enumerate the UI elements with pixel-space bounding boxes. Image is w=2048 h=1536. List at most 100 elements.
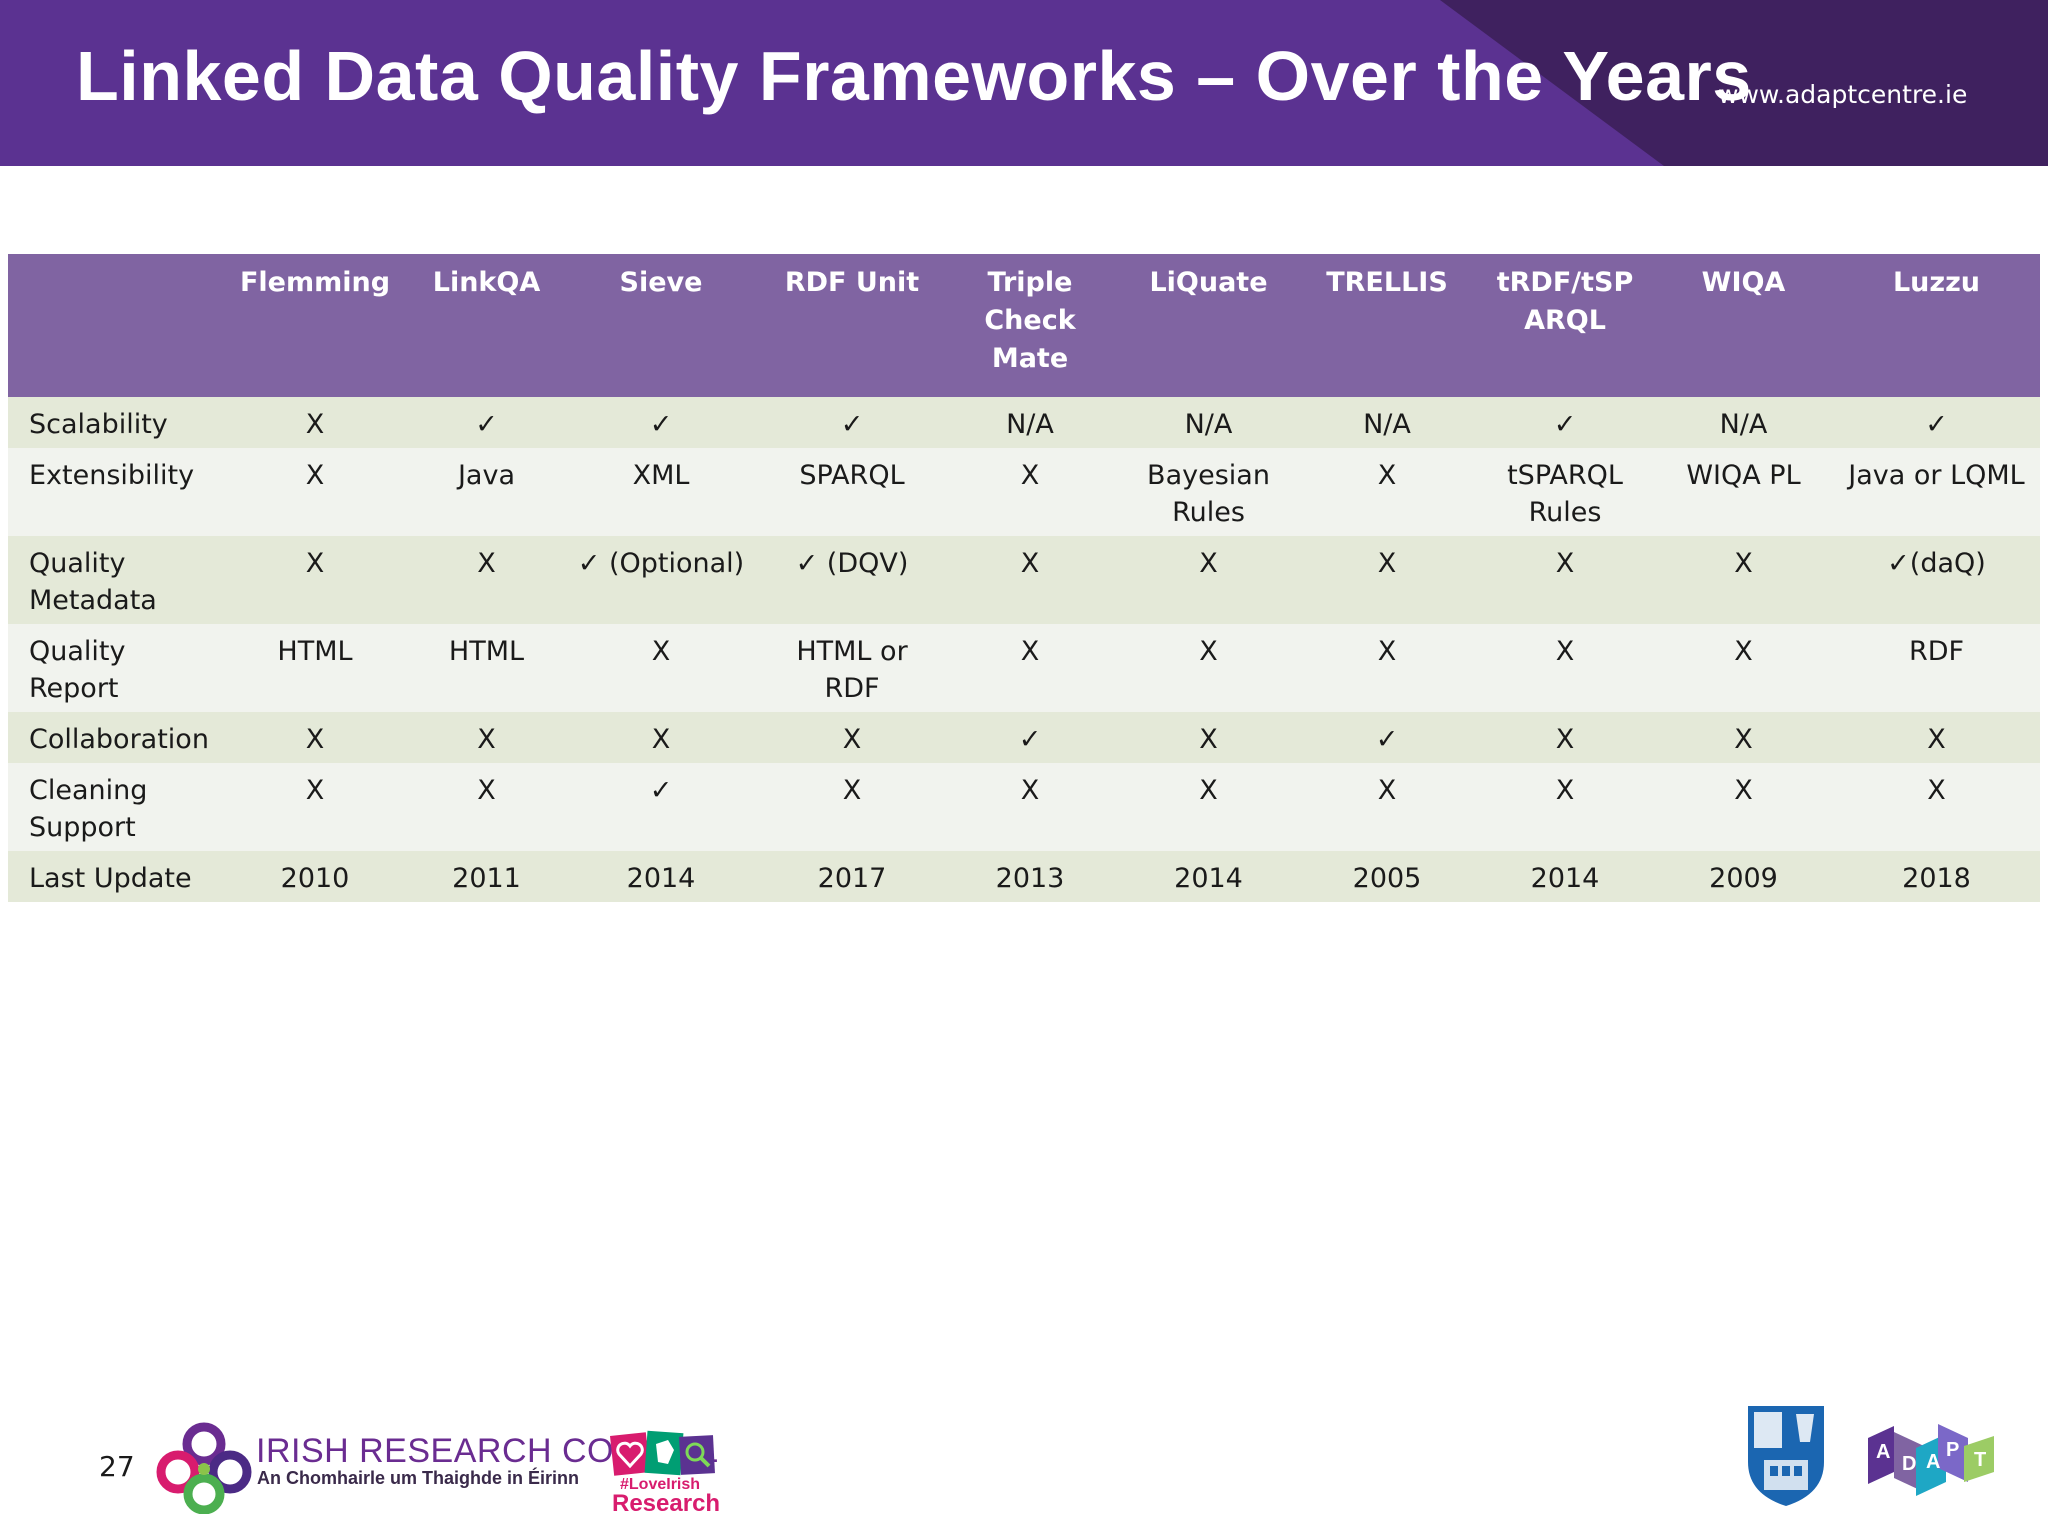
svg-text:P: P — [1946, 1439, 1959, 1461]
table-cell: X — [559, 712, 763, 763]
table-cell: X — [1654, 712, 1833, 763]
table-cell: X — [1119, 624, 1298, 712]
table-cell: Java — [414, 448, 559, 536]
table-cell: N/A — [941, 397, 1119, 448]
table-cell: ✓ — [941, 712, 1119, 763]
table-cell: ✓ — [1476, 397, 1654, 448]
table-header-row: Flemming LinkQA Sieve RDF Unit Triple Check … — [8, 254, 2040, 397]
table-cell: tSPARQL Rules — [1476, 448, 1654, 536]
svg-text:T: T — [1974, 1449, 1986, 1471]
table-cell: 2013 — [941, 851, 1119, 902]
column-header: TRELLIS — [1298, 254, 1476, 397]
table-cell: X — [216, 397, 414, 448]
table-cell: 2010 — [216, 851, 414, 902]
table-cell: ✓ — [414, 397, 559, 448]
table-cell: ✓ — [763, 397, 941, 448]
table-cell: X — [216, 712, 414, 763]
table-cell: X — [414, 536, 559, 624]
table-cell: ✓ (DQV) — [763, 536, 941, 624]
table-cell: X — [559, 624, 763, 712]
table-cell: N/A — [1298, 397, 1476, 448]
adapt-logo-icon: A D A P T — [1868, 1424, 1994, 1496]
table-cell: ✓ (Optional) — [559, 536, 763, 624]
table-cell: X — [941, 624, 1119, 712]
table-cell: X — [1298, 448, 1476, 536]
table-cell: SPARQL — [763, 448, 941, 536]
table-cell: ✓ — [559, 763, 763, 851]
table-row: Scalability X ✓ ✓ ✓ N/A N/A N/A ✓ N/A ✓ — [8, 397, 2040, 448]
table-cell: ✓ — [559, 397, 763, 448]
table-cell: X — [1476, 712, 1654, 763]
page-number: 27 — [99, 1450, 135, 1483]
table-cell: X — [1833, 763, 2040, 851]
table-cell: X — [1298, 624, 1476, 712]
irc-logo-icon — [156, 1422, 252, 1514]
table-row: Quality Report HTML HTML X HTML or RDF X X X X X R… — [8, 624, 2040, 712]
table-cell: X — [941, 448, 1119, 536]
row-label: Last Update — [8, 851, 216, 902]
table-cell: X — [1119, 712, 1298, 763]
svg-text:D: D — [1902, 1453, 1916, 1475]
row-label: Scalability — [8, 397, 216, 448]
table-row: Extensibility X Java XML SPARQL X Bayesian Rul… — [8, 448, 2040, 536]
column-header: RDF Unit — [763, 254, 941, 397]
table-cell: 2009 — [1654, 851, 1833, 902]
table-cell: X — [414, 763, 559, 851]
table-cell: 2014 — [1119, 851, 1298, 902]
love-irish-tag: #LoveIrish — [620, 1476, 701, 1493]
table-cell: X — [1298, 536, 1476, 624]
column-header: Luzzu — [1833, 254, 2040, 397]
row-label: Cleaning Support — [8, 763, 216, 851]
table-cell: X — [1476, 536, 1654, 624]
table-row: Cleaning Support X X ✓ X X X X X X X — [8, 763, 2040, 851]
table-cell: X — [941, 763, 1119, 851]
row-label: Collaboration — [8, 712, 216, 763]
table-cell: X — [1833, 712, 2040, 763]
table-cell: ✓(daQ) — [1833, 536, 2040, 624]
table-cell: X — [941, 536, 1119, 624]
table-cell: RDF — [1833, 624, 2040, 712]
table-cell: X — [1654, 624, 1833, 712]
table-row: Last Update 2010 2011 2014 2017 2013 2014 2005 2… — [8, 851, 2040, 902]
row-label: Quality Report — [8, 624, 216, 712]
table-cell: 2017 — [763, 851, 941, 902]
website-url: www.adaptcentre.ie — [1718, 80, 1968, 109]
comparison-table: Flemming LinkQA Sieve RDF Unit Triple Check … — [8, 254, 2040, 902]
row-label: Extensibility — [8, 448, 216, 536]
table-cell: X — [216, 448, 414, 536]
table-cell: X — [1119, 763, 1298, 851]
column-header: LiQuate — [1119, 254, 1298, 397]
table-cell: N/A — [1119, 397, 1298, 448]
table-cell: 2014 — [1476, 851, 1654, 902]
table-cell: HTML or RDF — [763, 624, 941, 712]
column-header: tRDF/tSP ARQL — [1476, 254, 1654, 397]
column-header: Flemming — [216, 254, 414, 397]
table-cell: 2005 — [1298, 851, 1476, 902]
table-row: Collaboration X X X X ✓ X ✓ X X X — [8, 712, 2040, 763]
table-cell: X — [763, 763, 941, 851]
table-cell: HTML — [216, 624, 414, 712]
column-header: WIQA — [1654, 254, 1833, 397]
column-header: LinkQA — [414, 254, 559, 397]
slide-title: Linked Data Quality Frameworks – Over th… — [76, 37, 1752, 115]
table-cell: WIQA PL — [1654, 448, 1833, 536]
irc-subtitle: An Chomhairle um Thaighde in Éirinn — [257, 1468, 580, 1488]
table-cell: X — [1654, 536, 1833, 624]
row-label: Quality Metadata — [8, 536, 216, 624]
table-cell: 2018 — [1833, 851, 2040, 902]
table-cell: ✓ — [1833, 397, 2040, 448]
table-cell: ✓ — [1298, 712, 1476, 763]
love-irish-research-icon — [610, 1430, 715, 1476]
column-header: Triple Check Mate — [941, 254, 1119, 397]
table-cell: X — [1476, 763, 1654, 851]
table-cell: X — [763, 712, 941, 763]
table-row: Quality Metadata X X ✓ (Optional) ✓ (DQV) X X X… — [8, 536, 2040, 624]
table-cell: X — [216, 536, 414, 624]
table-cell: X — [1298, 763, 1476, 851]
table-cell: Bayesian Rules — [1119, 448, 1298, 536]
column-header: Sieve — [559, 254, 763, 397]
love-irish-research-text: Research — [612, 1490, 721, 1517]
table-cell: X — [1654, 763, 1833, 851]
table-cell: 2014 — [559, 851, 763, 902]
table-cell: Java or LQML — [1833, 448, 2040, 536]
